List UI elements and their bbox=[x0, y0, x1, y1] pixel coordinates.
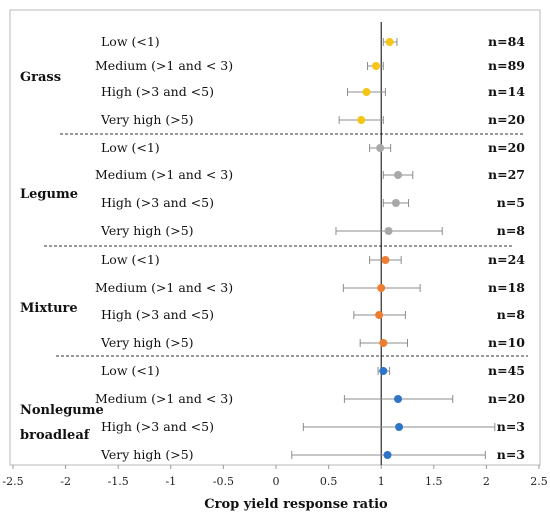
category-label: High (>3 and <5) bbox=[101, 195, 214, 210]
data-rows: Low (<1) n=84 Medium (>1 and < 3) n=89 High … bbox=[95, 34, 525, 462]
mean-point bbox=[362, 88, 371, 96]
mean-point bbox=[391, 199, 400, 207]
sample-size-label: n=20 bbox=[488, 391, 525, 406]
sample-size-label: n=45 bbox=[488, 363, 525, 378]
mean-point bbox=[379, 339, 388, 347]
x-axis-label: Crop yield response ratio bbox=[204, 497, 388, 512]
x-axis: -2.5 -2 -1.5 -1 -0.5 0 0.5 1 1.5 2 2.5 bbox=[2, 465, 548, 488]
sample-size-label: n=8 bbox=[497, 223, 526, 238]
x-tick-label: -2.5 bbox=[2, 475, 23, 488]
x-tick-label: 1.5 bbox=[425, 475, 443, 488]
category-label: Medium (>1 and < 3) bbox=[95, 58, 233, 73]
category-label: Low (<1) bbox=[101, 140, 160, 155]
x-tick-label: 2.5 bbox=[530, 475, 548, 488]
group-separators bbox=[44, 133, 528, 357]
mean-point bbox=[379, 367, 388, 375]
mean-point bbox=[395, 423, 404, 431]
category-label: Low (<1) bbox=[101, 252, 160, 267]
category-label: Very high (>5) bbox=[100, 223, 194, 238]
x-tick-label: -2 bbox=[60, 475, 71, 488]
mean-point bbox=[371, 62, 380, 70]
x-tick-label: -1.5 bbox=[108, 475, 129, 488]
sample-size-label: n=8 bbox=[497, 307, 526, 322]
category-label: Medium (>1 and < 3) bbox=[95, 391, 233, 406]
sample-size-label: n=5 bbox=[497, 195, 525, 210]
category-label: High (>3 and <5) bbox=[101, 84, 214, 99]
mean-point bbox=[394, 171, 403, 179]
category-label: Very high (>5) bbox=[100, 112, 194, 127]
x-tick-label: 2 bbox=[483, 475, 490, 488]
group-label: Nonlegume broadleaf bbox=[20, 403, 104, 443]
category-label: Very high (>5) bbox=[100, 447, 194, 462]
plot-frame bbox=[9, 9, 541, 466]
sample-size-label: n=24 bbox=[488, 252, 525, 267]
group-label: Legume bbox=[20, 187, 78, 202]
mean-point bbox=[357, 116, 366, 124]
sample-size-label: n=3 bbox=[497, 419, 525, 434]
mean-point bbox=[381, 256, 390, 264]
x-tick-label: 0.5 bbox=[320, 475, 338, 488]
category-label: High (>3 and <5) bbox=[101, 419, 214, 434]
sample-size-label: n=84 bbox=[488, 34, 525, 49]
x-tick-label: -1 bbox=[165, 475, 176, 488]
mean-point bbox=[376, 144, 385, 152]
sample-size-label: n=20 bbox=[488, 112, 525, 127]
mean-point bbox=[383, 451, 392, 459]
category-label: Low (<1) bbox=[101, 34, 160, 49]
sample-size-label: n=20 bbox=[488, 140, 525, 155]
category-label: Low (<1) bbox=[101, 363, 160, 378]
sample-size-label: n=14 bbox=[488, 84, 525, 99]
mean-point bbox=[385, 38, 394, 46]
group-label: Mixture bbox=[20, 301, 78, 316]
category-label: Very high (>5) bbox=[100, 335, 194, 350]
sample-size-label: n=27 bbox=[488, 167, 525, 182]
category-label: Medium (>1 and < 3) bbox=[95, 280, 233, 295]
sample-size-label: n=10 bbox=[488, 335, 525, 350]
x-tick-label: 1 bbox=[378, 475, 385, 488]
mean-point bbox=[384, 227, 393, 235]
sample-size-label: n=3 bbox=[497, 447, 525, 462]
sample-size-label: n=18 bbox=[488, 280, 525, 295]
mean-point bbox=[375, 311, 384, 319]
group-label: Grass bbox=[20, 70, 61, 85]
x-tick-label: 0 bbox=[273, 475, 280, 488]
category-label: High (>3 and <5) bbox=[101, 307, 214, 322]
category-label: Medium (>1 and < 3) bbox=[95, 167, 233, 182]
mean-point bbox=[377, 284, 386, 292]
mean-point bbox=[394, 395, 403, 403]
group-labels: Grass Legume Mixture Nonlegume broadleaf bbox=[20, 70, 104, 443]
x-tick-label: -0.5 bbox=[213, 475, 234, 488]
sample-size-label: n=89 bbox=[488, 58, 525, 73]
